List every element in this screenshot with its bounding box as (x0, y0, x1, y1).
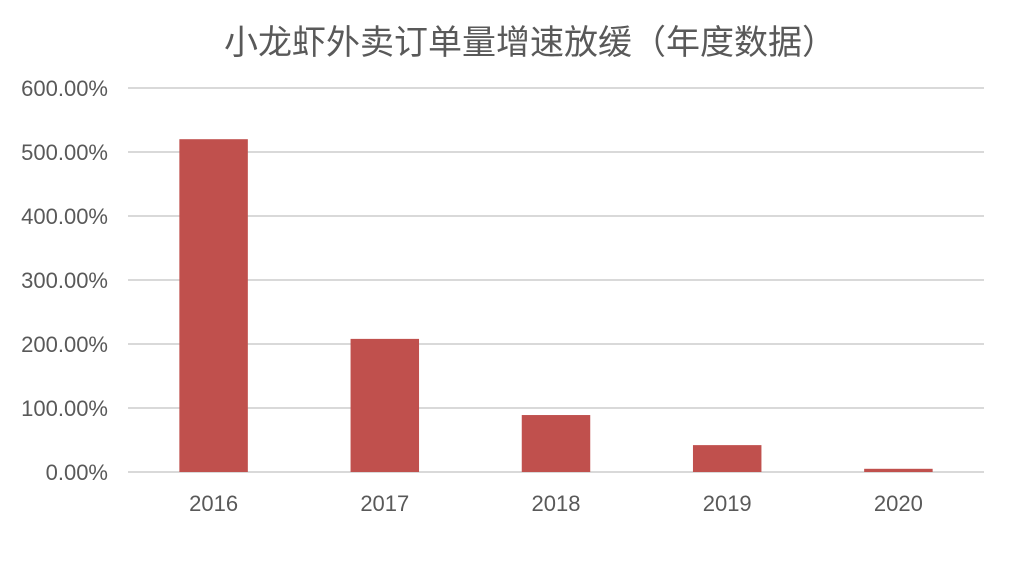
x-tick-label: 2016 (189, 491, 238, 516)
x-tick-label: 2020 (874, 491, 923, 516)
bar-2020 (864, 468, 933, 472)
bars (179, 139, 933, 472)
bar-2016 (179, 139, 248, 472)
bar-2017 (350, 338, 420, 472)
y-tick-label: 300.00% (21, 268, 108, 293)
x-tick-label: 2019 (703, 491, 752, 516)
chart-title: 小龙虾外卖订单量增速放缓（年度数据） (224, 23, 836, 63)
x-tick-label: 2018 (532, 491, 581, 516)
y-tick-label: 0.00% (46, 460, 108, 485)
y-tick-label: 100.00% (21, 396, 108, 421)
y-tick-label: 500.00% (21, 140, 108, 165)
y-tick-label: 400.00% (21, 204, 108, 229)
y-tick-label: 200.00% (21, 332, 108, 357)
x-tick-label: 2017 (360, 491, 409, 516)
gridlines (128, 87, 984, 473)
bar-2019 (692, 445, 762, 472)
y-axis-ticks: 0.00% 100.00% 200.00% 300.00% 400.00% 500.00%… (21, 76, 108, 485)
bar-2018 (521, 415, 591, 472)
x-axis-ticks: 2016 2017 2018 2019 2020 (189, 491, 923, 516)
y-tick-label: 600.00% (21, 76, 108, 101)
